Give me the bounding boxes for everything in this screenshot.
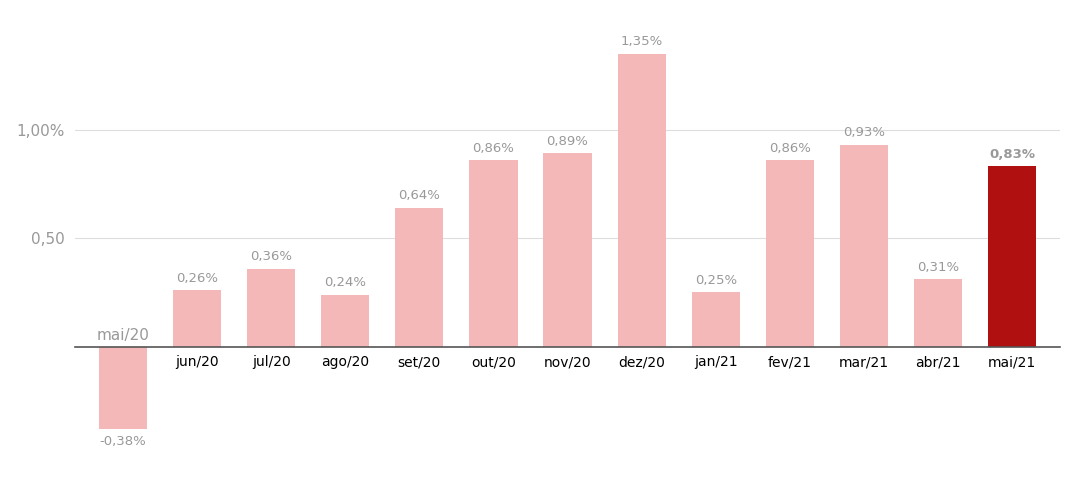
- Bar: [321, 295, 369, 347]
- Text: 0,24%: 0,24%: [324, 276, 366, 289]
- Text: 0,25%: 0,25%: [695, 274, 737, 287]
- Text: 0,86%: 0,86%: [769, 141, 811, 154]
- Bar: [988, 166, 1036, 347]
- Bar: [766, 160, 814, 347]
- Text: 0,36%: 0,36%: [250, 250, 292, 263]
- Text: mai/20: mai/20: [97, 329, 150, 344]
- Bar: [691, 292, 740, 347]
- Text: 1,35%: 1,35%: [620, 35, 662, 48]
- Text: 0,64%: 0,64%: [398, 189, 440, 202]
- Bar: [395, 208, 444, 347]
- Bar: [99, 347, 148, 429]
- Text: 0,93%: 0,93%: [843, 126, 885, 139]
- Bar: [173, 290, 221, 347]
- Text: -0,38%: -0,38%: [99, 435, 146, 448]
- Bar: [914, 279, 962, 347]
- Text: 0,86%: 0,86%: [473, 141, 515, 154]
- Bar: [617, 54, 666, 347]
- Text: 0,31%: 0,31%: [917, 261, 960, 274]
- Bar: [470, 160, 518, 347]
- Text: 0,26%: 0,26%: [176, 272, 218, 285]
- Text: 0,83%: 0,83%: [989, 148, 1035, 161]
- Text: 0,89%: 0,89%: [547, 135, 588, 148]
- Bar: [840, 145, 889, 347]
- Bar: [544, 153, 591, 347]
- Bar: [247, 268, 295, 347]
